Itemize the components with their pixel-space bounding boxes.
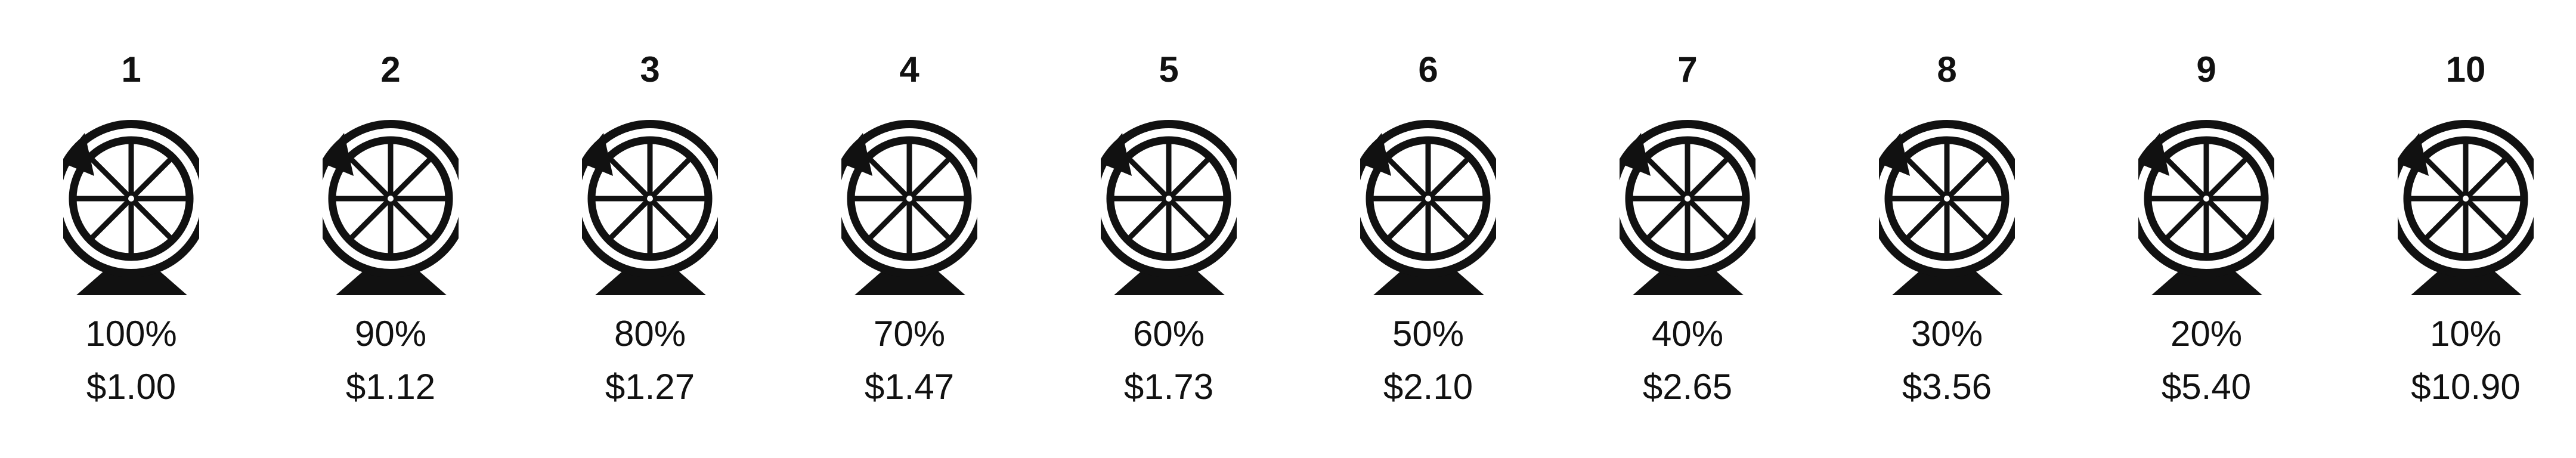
price-label: $2.65 (1642, 367, 1733, 407)
spinning-wheel-icon (582, 120, 718, 295)
price-label: $1.73 (1123, 367, 1214, 407)
price-label: $1.12 (345, 367, 436, 407)
wheel-number: 6 (1418, 49, 1438, 89)
percent-label: 70% (873, 314, 946, 354)
spinning-wheel-icon (323, 120, 459, 295)
wheel-number: 4 (899, 49, 919, 89)
wheel-number: 8 (1937, 49, 1957, 89)
wheel-number: 7 (1677, 49, 1698, 89)
wheel-item-4: 4 70% $1.47 (790, 0, 1029, 458)
percent-label: 80% (614, 314, 686, 354)
wheel-number: 9 (2196, 49, 2216, 89)
price-label: $2.10 (1383, 367, 1473, 407)
wheel-number: 2 (380, 49, 401, 89)
wheel-item-7: 7 40% $2.65 (1568, 0, 1807, 458)
price-label: $1.27 (605, 367, 695, 407)
wheel-item-5: 5 60% $1.73 (1049, 0, 1288, 458)
price-label: $10.90 (2411, 367, 2521, 407)
wheel-item-10: 10 10% $10.90 (2346, 0, 2576, 458)
spinning-wheel-icon (1620, 120, 1755, 295)
wheel-item-3: 3 80% $1.27 (531, 0, 769, 458)
percent-label: 90% (354, 314, 427, 354)
price-label: $1.47 (864, 367, 955, 407)
spinning-wheel-icon (841, 120, 977, 295)
spinning-wheel-icon (1360, 120, 1496, 295)
wheel-item-2: 2 90% $1.12 (271, 0, 510, 458)
percent-label: 40% (1651, 314, 1724, 354)
wheel-number: 3 (640, 49, 660, 89)
percent-label: 60% (1132, 314, 1205, 354)
price-label: $5.40 (2161, 367, 2252, 407)
price-label: $3.56 (1902, 367, 1992, 407)
spinning-wheel-icon (2138, 120, 2274, 295)
wheel-number: 5 (1159, 49, 1179, 89)
percent-label: 10% (2429, 314, 2502, 354)
spinning-wheel-icon (1101, 120, 1237, 295)
spinning-wheel-icon (63, 120, 199, 295)
percent-label: 100% (85, 314, 177, 354)
price-label: $1.00 (86, 367, 177, 407)
wheel-number: 10 (2445, 49, 2486, 89)
percent-label: 50% (1392, 314, 1465, 354)
percent-label: 20% (2170, 314, 2243, 354)
wheel-item-1: 1 100% $1.00 (12, 0, 250, 458)
wheel-item-8: 8 30% $3.56 (1828, 0, 2066, 458)
percent-label: 30% (1911, 314, 1983, 354)
wheel-number: 1 (121, 49, 141, 89)
spinning-wheel-icon (1879, 120, 2015, 295)
wheel-item-6: 6 50% $2.10 (1309, 0, 1547, 458)
wheel-item-9: 9 20% $5.40 (2087, 0, 2326, 458)
spinning-wheel-icon (2398, 120, 2534, 295)
